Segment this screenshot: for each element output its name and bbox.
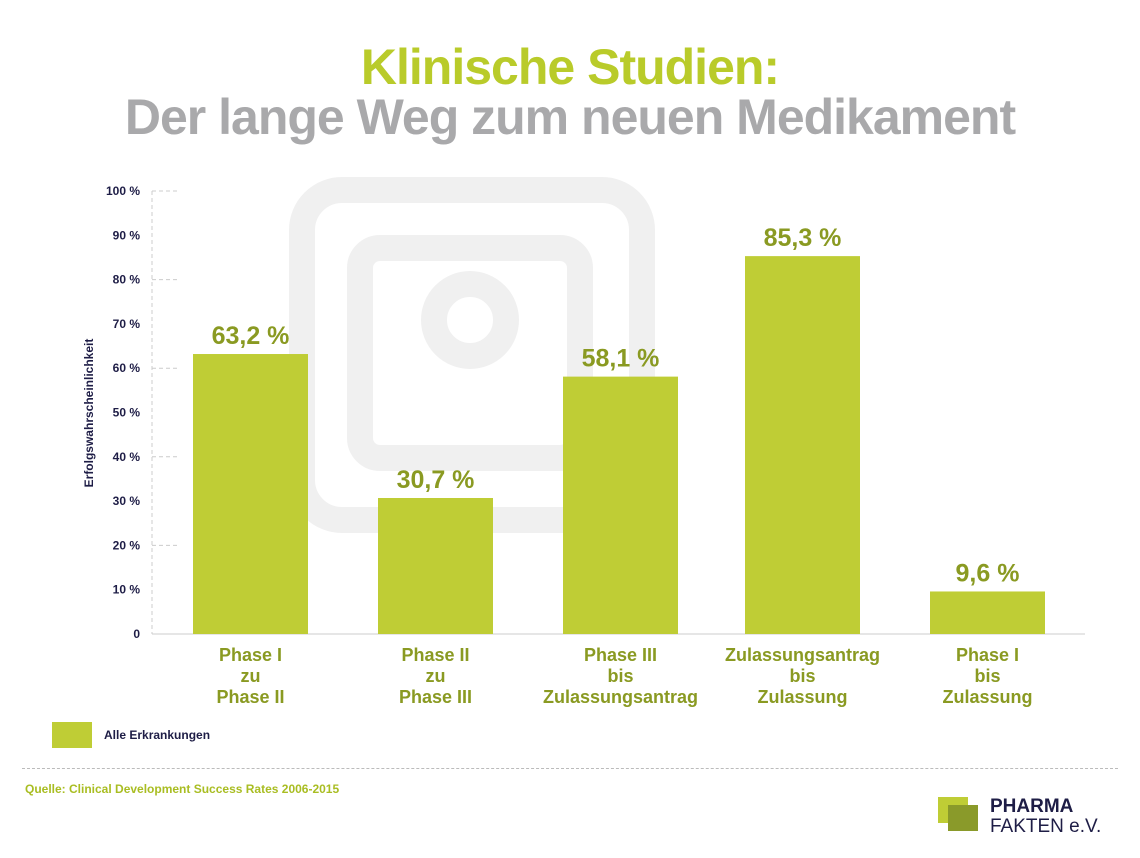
x-tick-label: bis (974, 666, 1000, 686)
y-tick-label: 10 % (113, 583, 141, 597)
x-tick-label: Phase II (216, 687, 284, 707)
y-tick-label: 50 % (113, 406, 141, 420)
title-line-2: Der lange Weg zum neuen Medikament (124, 89, 1016, 145)
x-tick-label: bis (789, 666, 815, 686)
bar (563, 376, 678, 634)
x-tick-label: Zulassungsantrag (725, 645, 880, 665)
y-tick-label: 70 % (113, 317, 141, 331)
legend-swatch (52, 722, 92, 748)
y-axis-label: Erfolgswahrscheinlichkeit (82, 339, 96, 488)
legend: Alle Erkrankungen (52, 722, 210, 748)
data-label: 85,3 % (764, 224, 842, 252)
data-label: 58,1 % (582, 345, 660, 373)
y-tick-label: 90 % (113, 228, 141, 242)
x-tick-label: Phase II (401, 645, 469, 665)
bar (930, 591, 1045, 634)
data-label: 63,2 % (212, 322, 290, 350)
title-line-1: Klinische Studien: (360, 39, 780, 95)
y-tick-label: 20 % (113, 538, 141, 552)
x-tick-label: bis (607, 666, 633, 686)
source-note: Quelle: Clinical Development Success Rat… (25, 782, 340, 796)
bar (745, 256, 860, 634)
y-tick-label: 40 % (113, 450, 141, 464)
x-tick-label: Zulassung (757, 687, 847, 707)
x-tick-label: Phase I (956, 645, 1019, 665)
y-tick-label: 80 % (113, 273, 141, 287)
x-tick-label: Phase III (584, 645, 657, 665)
x-tick-label: zu (241, 666, 261, 686)
x-tick-label: Phase I (219, 645, 282, 665)
logo-square-dark (948, 805, 978, 831)
bar (193, 354, 308, 634)
x-tick-label: Zulassungsantrag (543, 687, 698, 707)
y-tick-label: 30 % (113, 494, 141, 508)
x-tick-label: Phase III (399, 687, 472, 707)
logo-text-1: PHARMA (990, 796, 1074, 817)
legend-label: Alle Erkrankungen (104, 728, 211, 742)
data-label: 30,7 % (397, 466, 475, 494)
x-tick-label: zu (426, 666, 446, 686)
pharma-fakten-logo: PHARMA FAKTEN e.V. (938, 792, 1108, 837)
bar (378, 497, 493, 634)
x-tick-label: Zulassung (942, 687, 1032, 707)
divider (22, 768, 1118, 769)
logo-text-2: FAKTEN e.V. (990, 816, 1102, 837)
y-tick-label: 100 % (106, 184, 140, 198)
data-label: 9,6 % (956, 559, 1020, 587)
y-tick-label: 60 % (113, 361, 141, 375)
y-tick-label: 0 (133, 627, 140, 641)
